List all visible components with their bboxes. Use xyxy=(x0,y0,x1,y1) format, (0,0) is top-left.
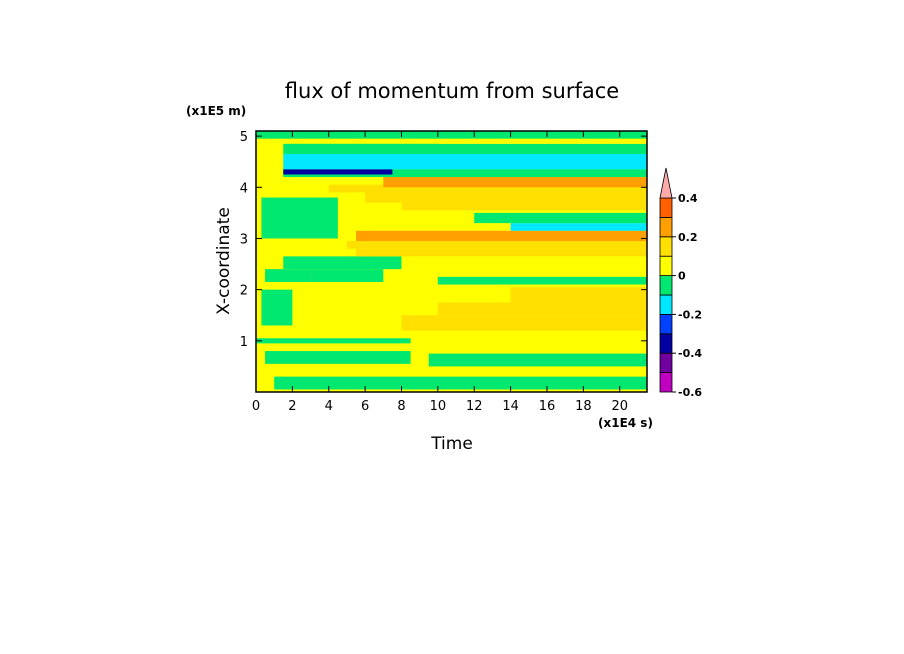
heatmap-cell xyxy=(401,315,647,331)
colorbar-band xyxy=(659,236,673,257)
heatmap-cell xyxy=(356,230,647,242)
y-tick-label: 1 xyxy=(240,335,248,350)
heatmap-cell xyxy=(283,143,647,155)
x-tick-label: 14 xyxy=(502,399,519,414)
x-tick-label: 20 xyxy=(611,399,628,414)
x-tick-label: 10 xyxy=(430,399,447,414)
colorbar-band xyxy=(659,255,673,277)
colorbar-tick-label: 0 xyxy=(678,270,686,283)
x-unit-label: (x1E4 s) xyxy=(598,416,653,430)
heatmap-cell xyxy=(283,154,647,170)
heatmap-cell xyxy=(265,269,311,282)
colorbar: -0.6 -0.4 -0.2 0 0.2 0.4 xyxy=(659,167,702,399)
heatmap-plot-area xyxy=(255,130,648,393)
colorbar-tick-label: -0.2 xyxy=(678,308,702,321)
colorbar-band xyxy=(659,372,673,393)
heatmap-cell xyxy=(383,177,647,188)
heatmap-cell xyxy=(346,241,647,249)
heatmap-cell xyxy=(474,212,647,224)
y-unit-label: (x1E5 m) xyxy=(186,104,246,118)
x-tick-label: 6 xyxy=(361,399,369,414)
heatmap-cell xyxy=(256,131,647,139)
y-tick-label: 5 xyxy=(240,130,248,145)
y-axis-ticks: 1 2 3 4 5 xyxy=(240,130,647,350)
colorbar-band xyxy=(659,352,673,374)
colorbar-tick-label: 0.2 xyxy=(678,231,698,244)
heatmap-cell xyxy=(510,223,647,231)
heatmap-cell xyxy=(283,169,647,178)
x-tick-label: 18 xyxy=(575,399,592,414)
heatmap-cell xyxy=(274,376,647,390)
heatmap-cell xyxy=(261,197,338,239)
colorbar-band xyxy=(659,313,673,335)
colorbar-band xyxy=(659,216,673,238)
heatmap-cell xyxy=(437,276,647,285)
colorbar-band xyxy=(659,294,673,315)
y-tick-label: 3 xyxy=(240,232,248,247)
heatmap-cell xyxy=(283,256,402,270)
colorbar-tick-label: -0.4 xyxy=(678,347,702,360)
heatmap-cell xyxy=(283,169,393,175)
heatmap-cell xyxy=(261,289,293,326)
heatmap-cell xyxy=(356,248,647,257)
colorbar-extend-arrow xyxy=(659,167,673,199)
heatmap-cell xyxy=(510,287,647,303)
x-axis-ticks: 0 2 4 6 8 10 12 14 16 18 20 xyxy=(252,131,628,414)
heatmap-cell xyxy=(365,192,647,203)
heatmap-cell xyxy=(401,202,647,211)
x-tick-label: 8 xyxy=(397,399,405,414)
colorbar-tick-label: -0.6 xyxy=(678,386,702,399)
heatmap-cell xyxy=(437,138,647,144)
colorbar-band xyxy=(659,197,673,218)
plot-frame xyxy=(255,130,648,393)
heatmap-cell xyxy=(428,353,647,367)
heatmap-cell xyxy=(437,302,647,316)
y-tick-label: 2 xyxy=(240,284,248,299)
x-tick-label: 16 xyxy=(539,399,556,414)
heatmap-cell xyxy=(310,269,384,282)
x-tick-label: 0 xyxy=(252,399,260,414)
colorbar-band xyxy=(659,275,673,296)
x-tick-label: 4 xyxy=(325,399,333,414)
chart-title: flux of momentum from surface xyxy=(285,79,619,103)
y-axis-label: X-coordinate xyxy=(214,207,234,315)
x-axis-label: Time xyxy=(430,434,473,454)
heatmap-cell xyxy=(256,338,411,344)
colorbar-tick-label: 0.4 xyxy=(678,192,698,205)
colorbar-band xyxy=(659,333,673,354)
heatmap-cell xyxy=(328,184,647,193)
x-tick-label: 12 xyxy=(466,399,483,414)
x-tick-label: 2 xyxy=(288,399,296,414)
y-tick-label: 4 xyxy=(240,181,248,196)
heatmap-cell xyxy=(265,351,411,364)
